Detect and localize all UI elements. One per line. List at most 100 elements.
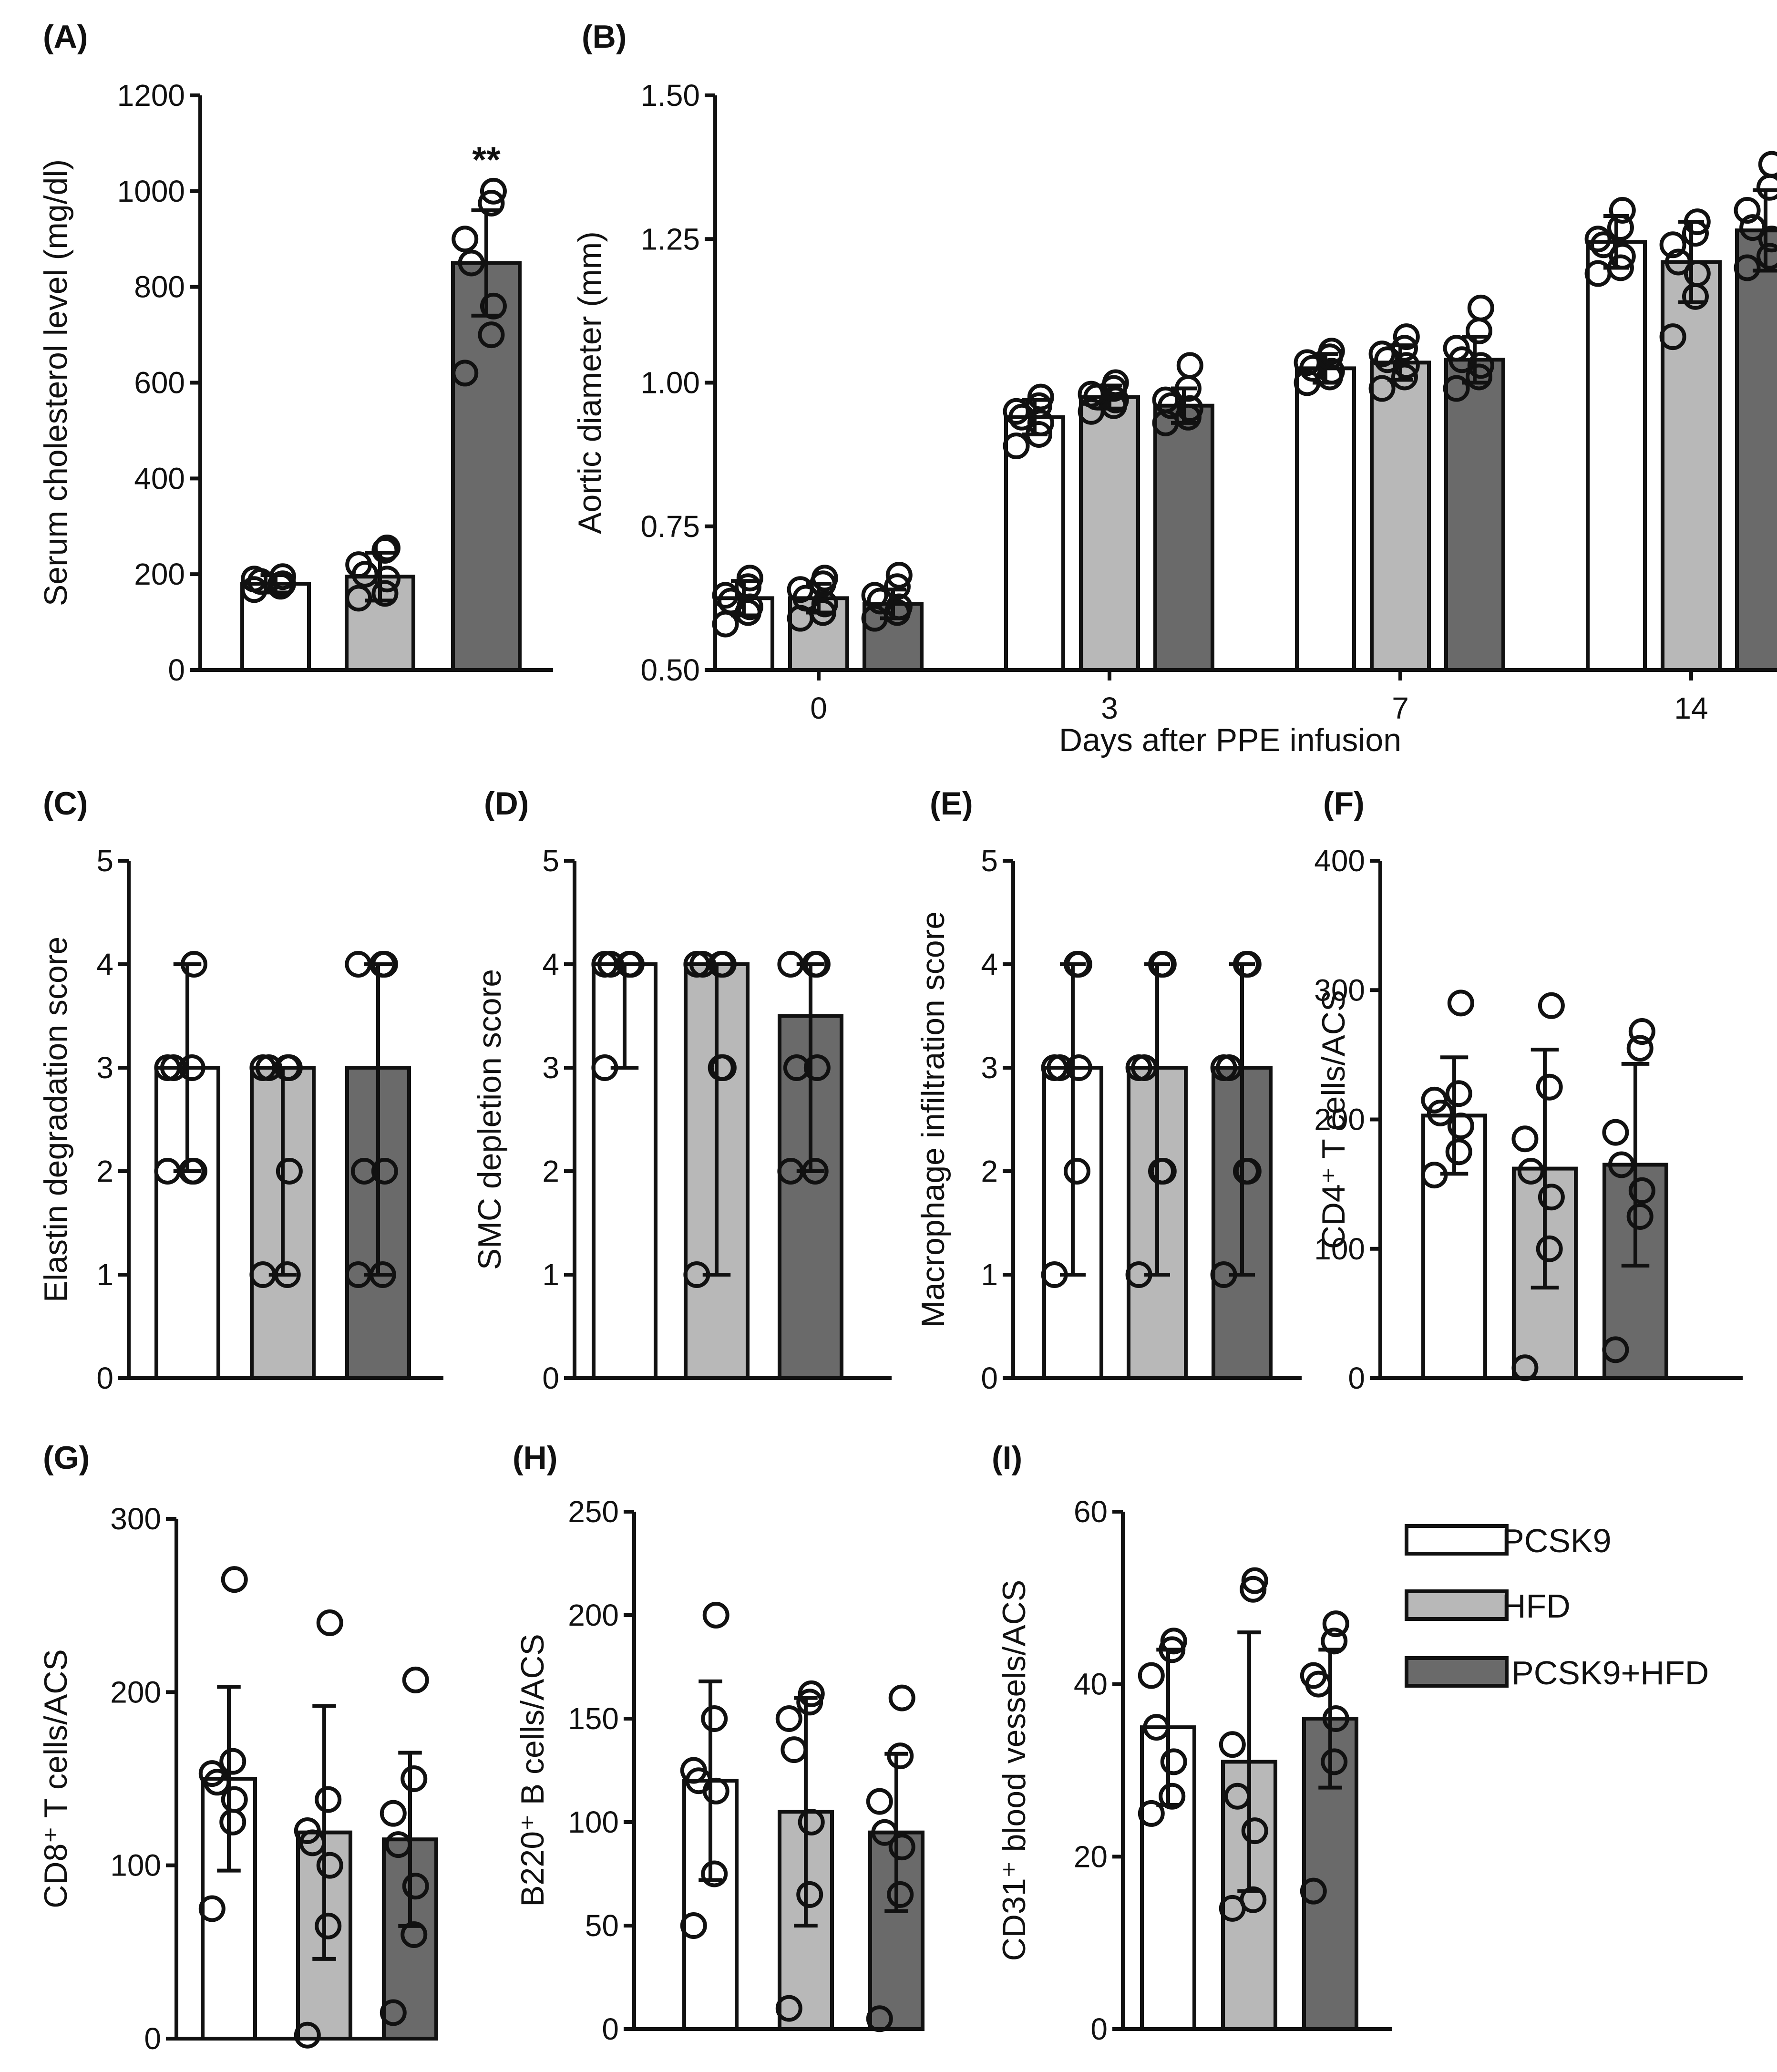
data-point-pcsk9-hfd	[1152, 386, 1179, 413]
data-point-pcsk9	[1041, 1261, 1068, 1288]
data-point-hfd	[775, 1995, 802, 2022]
legend: PCSK9 HFD PCSK9+HFD	[1405, 1522, 1709, 1691]
data-point-pcsk9-hfd	[1321, 1748, 1348, 1775]
data-point-pcsk9	[718, 588, 745, 615]
data-point-pcsk9-hfd	[401, 1921, 428, 1948]
data-point-hfd	[683, 1261, 710, 1288]
panel-f: (F) 0 100 200 300 400 CD4⁺ T cells/ACS	[1314, 785, 1743, 1395]
y-tick-label: 4	[542, 947, 559, 981]
data-point-hfd	[1536, 1235, 1563, 1262]
bar-hfd	[1661, 260, 1722, 672]
data-point-pcsk9-hfd	[1210, 1054, 1237, 1081]
data-point-pcsk9-hfd	[1234, 951, 1262, 978]
data-point-pcsk9-hfd	[801, 1158, 829, 1185]
y-axis-title: CD4⁺ T cells/ACS	[1315, 990, 1352, 1249]
y-tick-label: 1.00	[640, 366, 700, 400]
x-tick-label: 14	[1674, 691, 1708, 725]
panel-letter: (H)	[513, 1440, 557, 1476]
y-tick-label: 1000	[117, 174, 185, 208]
y-tick-label: 40	[1074, 1667, 1108, 1701]
data-point-pcsk9	[1063, 1158, 1090, 1185]
y-tick-label: 4	[96, 947, 113, 981]
data-point-pcsk9	[1590, 231, 1617, 258]
y-tick-label: 100	[568, 1805, 619, 1839]
y-tick-label: 150	[568, 1701, 619, 1736]
data-point-pcsk9-hfd	[883, 573, 911, 600]
y-axis-title: B220⁺ B cells/ACS	[514, 1634, 551, 1907]
data-point-pcsk9-hfd	[885, 562, 913, 589]
y-tick-label: 600	[134, 366, 185, 400]
data-point-pcsk9-hfd	[1756, 174, 1777, 201]
panel-letter: (A)	[43, 19, 88, 55]
data-point-hfd	[709, 951, 737, 978]
y-tick-label: 3	[542, 1051, 559, 1085]
y-tick-label: 2	[542, 1154, 559, 1188]
data-point-pcsk9-hfd	[1158, 392, 1185, 419]
data-point-hfd	[1538, 992, 1565, 1019]
data-point-pcsk9-hfd	[402, 1666, 429, 1693]
data-point-pcsk9	[219, 1748, 247, 1775]
legend-label-pcsk9: PCSK9	[1502, 1522, 1612, 1559]
y-tick-label: 0	[1348, 1361, 1365, 1395]
y-tick-label: 100	[110, 1848, 161, 1883]
data-point-pcsk9	[241, 566, 268, 593]
data-point-pcsk9	[1143, 1714, 1170, 1741]
data-point-hfd	[1391, 363, 1418, 391]
data-point-pcsk9-hfd	[1443, 375, 1470, 402]
y-tick-label: 1.25	[640, 222, 700, 256]
data-point-hfd	[1368, 375, 1396, 402]
data-point-hfd	[1659, 323, 1686, 350]
y-tick-label: 1	[981, 1258, 998, 1292]
data-point-hfd	[1511, 1354, 1539, 1381]
data-point-pcsk9	[221, 1786, 248, 1813]
data-point-pcsk9-hfd	[371, 1158, 398, 1185]
data-point-pcsk9-hfd	[885, 593, 913, 620]
y-tick-label: 1	[96, 1258, 113, 1292]
legend-swatch-hfd	[1405, 1589, 1509, 1621]
data-point-hfd	[1219, 1731, 1246, 1758]
data-point-pcsk9	[1447, 1113, 1474, 1140]
data-point-hfd	[1393, 352, 1420, 379]
data-point-pcsk9	[221, 1566, 248, 1593]
panel-d: (D) 0 1 2 3 4 5 SMC depletion score	[472, 785, 892, 1395]
data-point-pcsk9-hfd	[480, 177, 507, 205]
panel-letter: (E)	[930, 785, 973, 822]
data-point-pcsk9	[198, 1895, 226, 1922]
data-point-pcsk9-hfd	[1322, 1610, 1349, 1638]
y-tick-label: 200	[568, 1598, 619, 1632]
data-point-pcsk9-hfd	[1758, 226, 1777, 253]
data-point-pcsk9	[1609, 243, 1636, 270]
y-tick-label: 50	[585, 1908, 619, 1943]
data-point-hfd	[345, 585, 372, 612]
bar-pcsk9	[1586, 240, 1647, 672]
data-point-pcsk9	[1318, 338, 1345, 365]
data-point-pcsk9-hfd	[888, 1834, 915, 1861]
data-point-pcsk9-hfd	[1176, 395, 1203, 422]
data-point-pcsk9-hfd	[480, 292, 507, 320]
data-point-hfd	[1241, 1567, 1268, 1594]
panel-b: (B) 0.50 0.75 1.00 1.25 1.50 Aortic diameter (…	[572, 19, 1777, 758]
y-tick-label: 5	[981, 844, 998, 878]
data-point-pcsk9-hfd	[1602, 1336, 1629, 1363]
data-point-pcsk9-hfd	[1176, 352, 1203, 379]
data-point-pcsk9-hfd	[861, 582, 888, 609]
data-point-pcsk9	[1003, 433, 1030, 460]
y-tick-label: 3	[96, 1051, 113, 1085]
data-point-pcsk9-hfd	[1756, 243, 1777, 270]
data-point-pcsk9	[180, 1158, 207, 1185]
data-point-pcsk9-hfd	[478, 321, 505, 349]
y-tick-label: 4	[981, 947, 998, 981]
data-point-pcsk9-hfd	[369, 1261, 396, 1288]
data-point-pcsk9-hfd	[1628, 1177, 1655, 1204]
panel-c: (C) 0 1 2 3 4 5 Elastin degradation score	[38, 785, 443, 1395]
data-point-pcsk9	[1027, 383, 1054, 411]
data-point-hfd	[315, 1912, 342, 1939]
data-point-pcsk9-hfd	[1602, 1119, 1629, 1146]
data-point-pcsk9	[1138, 1662, 1165, 1689]
x-tick-label: 3	[1101, 691, 1118, 725]
data-point-pcsk9-hfd	[1739, 214, 1767, 241]
data-point-pcsk9	[1041, 1054, 1068, 1081]
y-axis-title: Macrophage infiltration score	[915, 911, 951, 1328]
bar-pcsk9	[1295, 366, 1356, 672]
